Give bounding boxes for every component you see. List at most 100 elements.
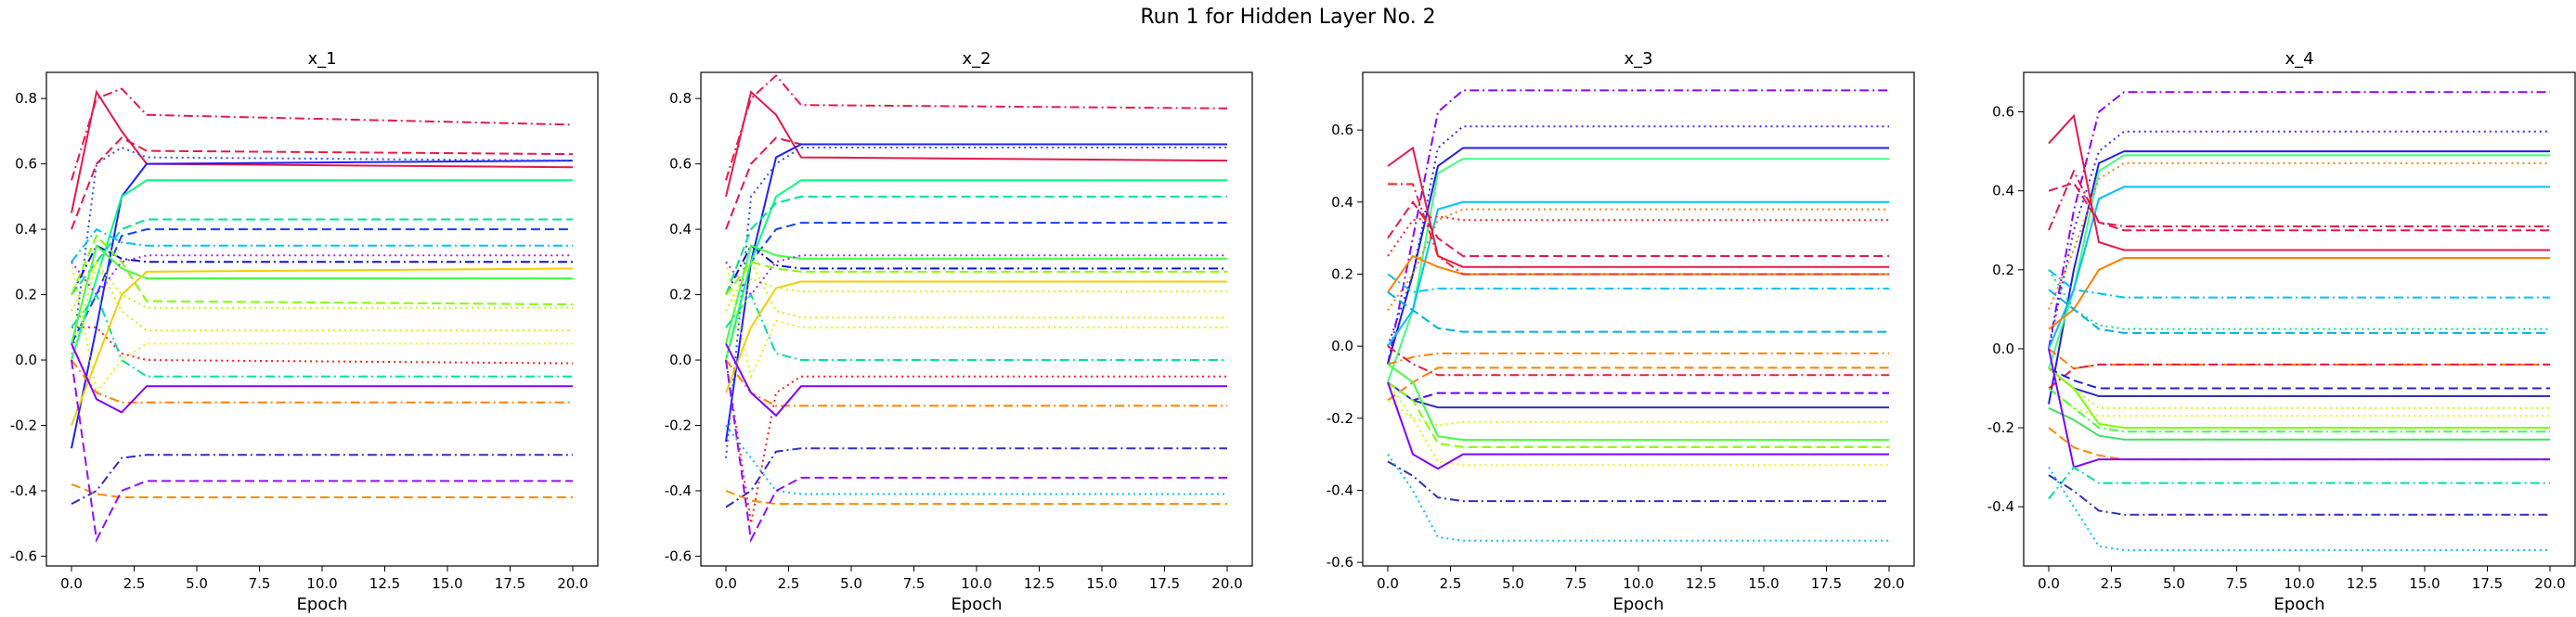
series-line — [2048, 186, 2550, 350]
series-line — [2048, 182, 2550, 232]
series-line — [1387, 352, 1889, 366]
subplot-title: x_3 — [1624, 49, 1652, 69]
x-tick-label: 12.5 — [1686, 575, 1716, 592]
series-line — [1387, 215, 1889, 257]
x-tick-label: 0.0 — [60, 575, 83, 592]
x-axis-label: Epoch — [1612, 595, 1663, 614]
series-line — [725, 424, 1227, 495]
y-tick-label: -0.4 — [1327, 482, 1353, 498]
x-axis-label: Epoch — [2273, 595, 2324, 614]
series-line — [725, 342, 1227, 418]
series-line — [71, 454, 573, 505]
series-line — [2048, 168, 2550, 231]
y-tick-label: 0.2 — [1992, 262, 2014, 278]
x-tick-label: 5.0 — [1502, 575, 1524, 592]
y-tick-label: -0.4 — [10, 482, 37, 499]
x-tick-label: 10.0 — [306, 575, 337, 592]
series-line — [71, 146, 574, 361]
figure-title: Run 1 for Hidden Layer No. 2 — [1140, 6, 1436, 29]
series-line — [2048, 466, 2550, 500]
series-line — [71, 227, 573, 263]
series-line — [71, 292, 573, 378]
series-line — [725, 244, 1227, 296]
series-line — [725, 143, 1227, 443]
series-line — [1387, 291, 1889, 333]
y-tick-label: -0.4 — [665, 482, 692, 499]
series-line — [2048, 150, 2550, 405]
y-tick-label: 0.2 — [1331, 265, 1353, 282]
series-line — [1387, 208, 1889, 311]
x-axis-label: Epoch — [951, 595, 1002, 614]
series-line — [1387, 381, 1889, 427]
series-line — [725, 195, 1227, 295]
subplot-title: x_1 — [307, 49, 336, 69]
series-line — [725, 136, 1227, 230]
y-tick-label: -0.4 — [1987, 498, 2014, 515]
series-line — [1387, 345, 1889, 377]
series-line — [71, 228, 573, 344]
y-tick-label: -0.2 — [10, 418, 37, 434]
x-tick-label: 20.0 — [557, 575, 588, 592]
series-line — [1387, 399, 1889, 467]
series-line — [2048, 474, 2550, 516]
y-tick-label: -0.6 — [1327, 554, 1353, 571]
series-line — [71, 262, 573, 395]
series-line — [2048, 91, 2550, 350]
x-tick-label: 12.5 — [1024, 575, 1055, 592]
series-line — [725, 179, 1227, 361]
x-tick-label: 2.5 — [778, 575, 800, 592]
series-line — [1387, 381, 1889, 470]
series-line — [71, 234, 574, 306]
x-tick-label: 15.0 — [432, 575, 462, 592]
x-tick-label: 2.5 — [1440, 575, 1462, 592]
y-tick-label: 0.8 — [669, 90, 692, 107]
y-tick-label: -0.2 — [1327, 410, 1353, 427]
series-line — [725, 262, 1227, 379]
series-line — [2048, 161, 2550, 310]
subplot-title: x_2 — [962, 49, 990, 69]
series-line — [725, 244, 1227, 344]
y-tick-label: 0.4 — [15, 221, 37, 238]
series-line — [71, 359, 573, 544]
series-line — [2048, 467, 2550, 551]
axes-frame — [1362, 71, 1915, 567]
series-line — [2048, 367, 2550, 397]
y-tick-label: 0.8 — [15, 90, 37, 107]
series-line — [1387, 125, 1889, 347]
series-line — [1387, 381, 1889, 402]
series-line — [725, 254, 1227, 297]
x-tick-label: 0.0 — [1377, 575, 1399, 592]
series-line — [2048, 289, 2550, 334]
subplot-x_1: 0.0 2.5 5.0 7.5 10.0 12.5 15.0 17.5 20.0 -0.6 -0.4… — [10, 49, 599, 614]
series-line — [71, 260, 573, 361]
x-tick-label: 5.0 — [186, 575, 208, 592]
series-line — [2048, 387, 2550, 433]
series-line — [2048, 367, 2550, 390]
series-line — [71, 326, 574, 365]
series-line — [725, 359, 1227, 407]
series-line — [1387, 158, 1889, 383]
series-line — [2048, 113, 2550, 251]
y-tick-label: 0.4 — [1331, 194, 1353, 211]
series-line — [2048, 257, 2550, 330]
x-tick-label: 0.0 — [2038, 575, 2060, 592]
x-tick-label: 12.5 — [369, 575, 400, 592]
series-line — [725, 359, 1227, 544]
series-line — [2048, 363, 2550, 390]
x-tick-label: 2.5 — [123, 575, 146, 592]
series-line — [71, 87, 574, 181]
x-tick-label: 15.0 — [1748, 575, 1779, 592]
x-tick-label: 2.5 — [2101, 575, 2123, 592]
series-line — [2048, 348, 2550, 469]
y-tick-label: 0.2 — [15, 287, 37, 303]
series-line — [1387, 273, 1889, 293]
series-line — [725, 222, 1227, 361]
y-tick-label: 0.6 — [15, 156, 37, 173]
x-tick-label: 5.0 — [2163, 575, 2185, 592]
series-line — [71, 342, 573, 414]
series-line — [1387, 363, 1889, 442]
series-line — [725, 260, 1227, 319]
x-tick-label: 12.5 — [2347, 575, 2377, 592]
y-tick-label: 0.0 — [1992, 341, 2014, 357]
